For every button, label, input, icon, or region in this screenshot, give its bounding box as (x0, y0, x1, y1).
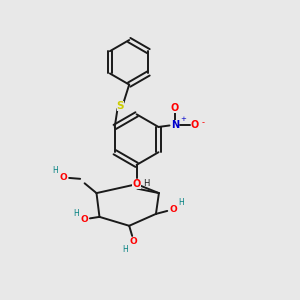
Text: O: O (60, 173, 68, 182)
Text: N: N (171, 121, 179, 130)
Text: H: H (122, 245, 128, 254)
Text: H: H (143, 179, 149, 188)
Text: +: + (180, 116, 186, 122)
Text: O: O (130, 237, 137, 246)
Text: O: O (80, 215, 88, 224)
Text: S: S (117, 101, 124, 111)
Text: O: O (171, 103, 179, 113)
Text: -: - (202, 118, 205, 127)
Text: H: H (73, 209, 79, 218)
Text: O: O (133, 179, 141, 189)
Text: H: H (178, 198, 184, 207)
Text: O: O (169, 205, 177, 214)
Text: O: O (191, 121, 199, 130)
Text: N: N (133, 178, 141, 189)
Text: H: H (52, 166, 58, 175)
